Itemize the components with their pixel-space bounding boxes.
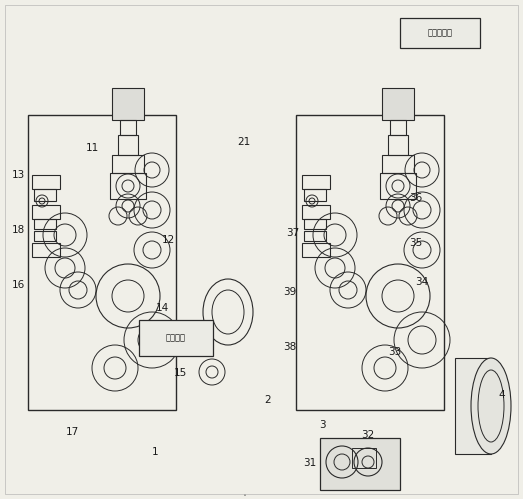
- Text: 12: 12: [162, 235, 175, 245]
- Bar: [296, 115, 444, 410]
- Text: 4: 4: [499, 390, 505, 400]
- Bar: [302, 243, 330, 257]
- Text: 药膏填料: 药膏填料: [166, 333, 186, 342]
- Bar: [34, 219, 56, 229]
- Text: 14: 14: [155, 303, 168, 313]
- Bar: [382, 88, 414, 120]
- Bar: [34, 231, 56, 241]
- Bar: [390, 120, 406, 135]
- Bar: [34, 189, 56, 201]
- Bar: [352, 448, 376, 468]
- Bar: [382, 155, 414, 173]
- Text: 32: 32: [361, 430, 374, 440]
- Bar: [118, 135, 138, 155]
- Text: 33: 33: [389, 347, 402, 357]
- Bar: [28, 115, 176, 410]
- Text: 18: 18: [12, 225, 25, 235]
- Text: 15: 15: [174, 368, 187, 378]
- Text: 1: 1: [152, 447, 158, 457]
- Bar: [32, 243, 60, 257]
- Bar: [304, 231, 326, 241]
- Text: 38: 38: [283, 342, 297, 352]
- Text: 无纺布底料: 无纺布底料: [427, 28, 452, 37]
- Bar: [32, 175, 60, 189]
- Bar: [302, 205, 330, 219]
- Bar: [320, 438, 400, 490]
- Text: 31: 31: [303, 458, 316, 468]
- Text: 16: 16: [12, 280, 25, 290]
- Bar: [120, 120, 136, 135]
- Text: 3: 3: [319, 420, 325, 430]
- Bar: [455, 358, 491, 454]
- Text: 2: 2: [265, 395, 271, 405]
- Text: 34: 34: [415, 277, 429, 287]
- Bar: [304, 189, 326, 201]
- Text: 36: 36: [410, 193, 423, 203]
- Bar: [139, 320, 213, 356]
- Text: 35: 35: [410, 238, 423, 248]
- Text: 11: 11: [85, 143, 99, 153]
- Bar: [32, 205, 60, 219]
- Bar: [380, 173, 416, 199]
- Text: 13: 13: [12, 170, 25, 180]
- Bar: [400, 18, 480, 48]
- Text: 17: 17: [65, 427, 78, 437]
- Text: 37: 37: [287, 228, 300, 238]
- Bar: [110, 173, 146, 199]
- Bar: [112, 155, 144, 173]
- Bar: [388, 135, 408, 155]
- Text: 21: 21: [237, 137, 251, 147]
- Ellipse shape: [471, 358, 511, 454]
- Text: 39: 39: [283, 287, 297, 297]
- Bar: [112, 88, 144, 120]
- Bar: [302, 175, 330, 189]
- Bar: [304, 219, 326, 229]
